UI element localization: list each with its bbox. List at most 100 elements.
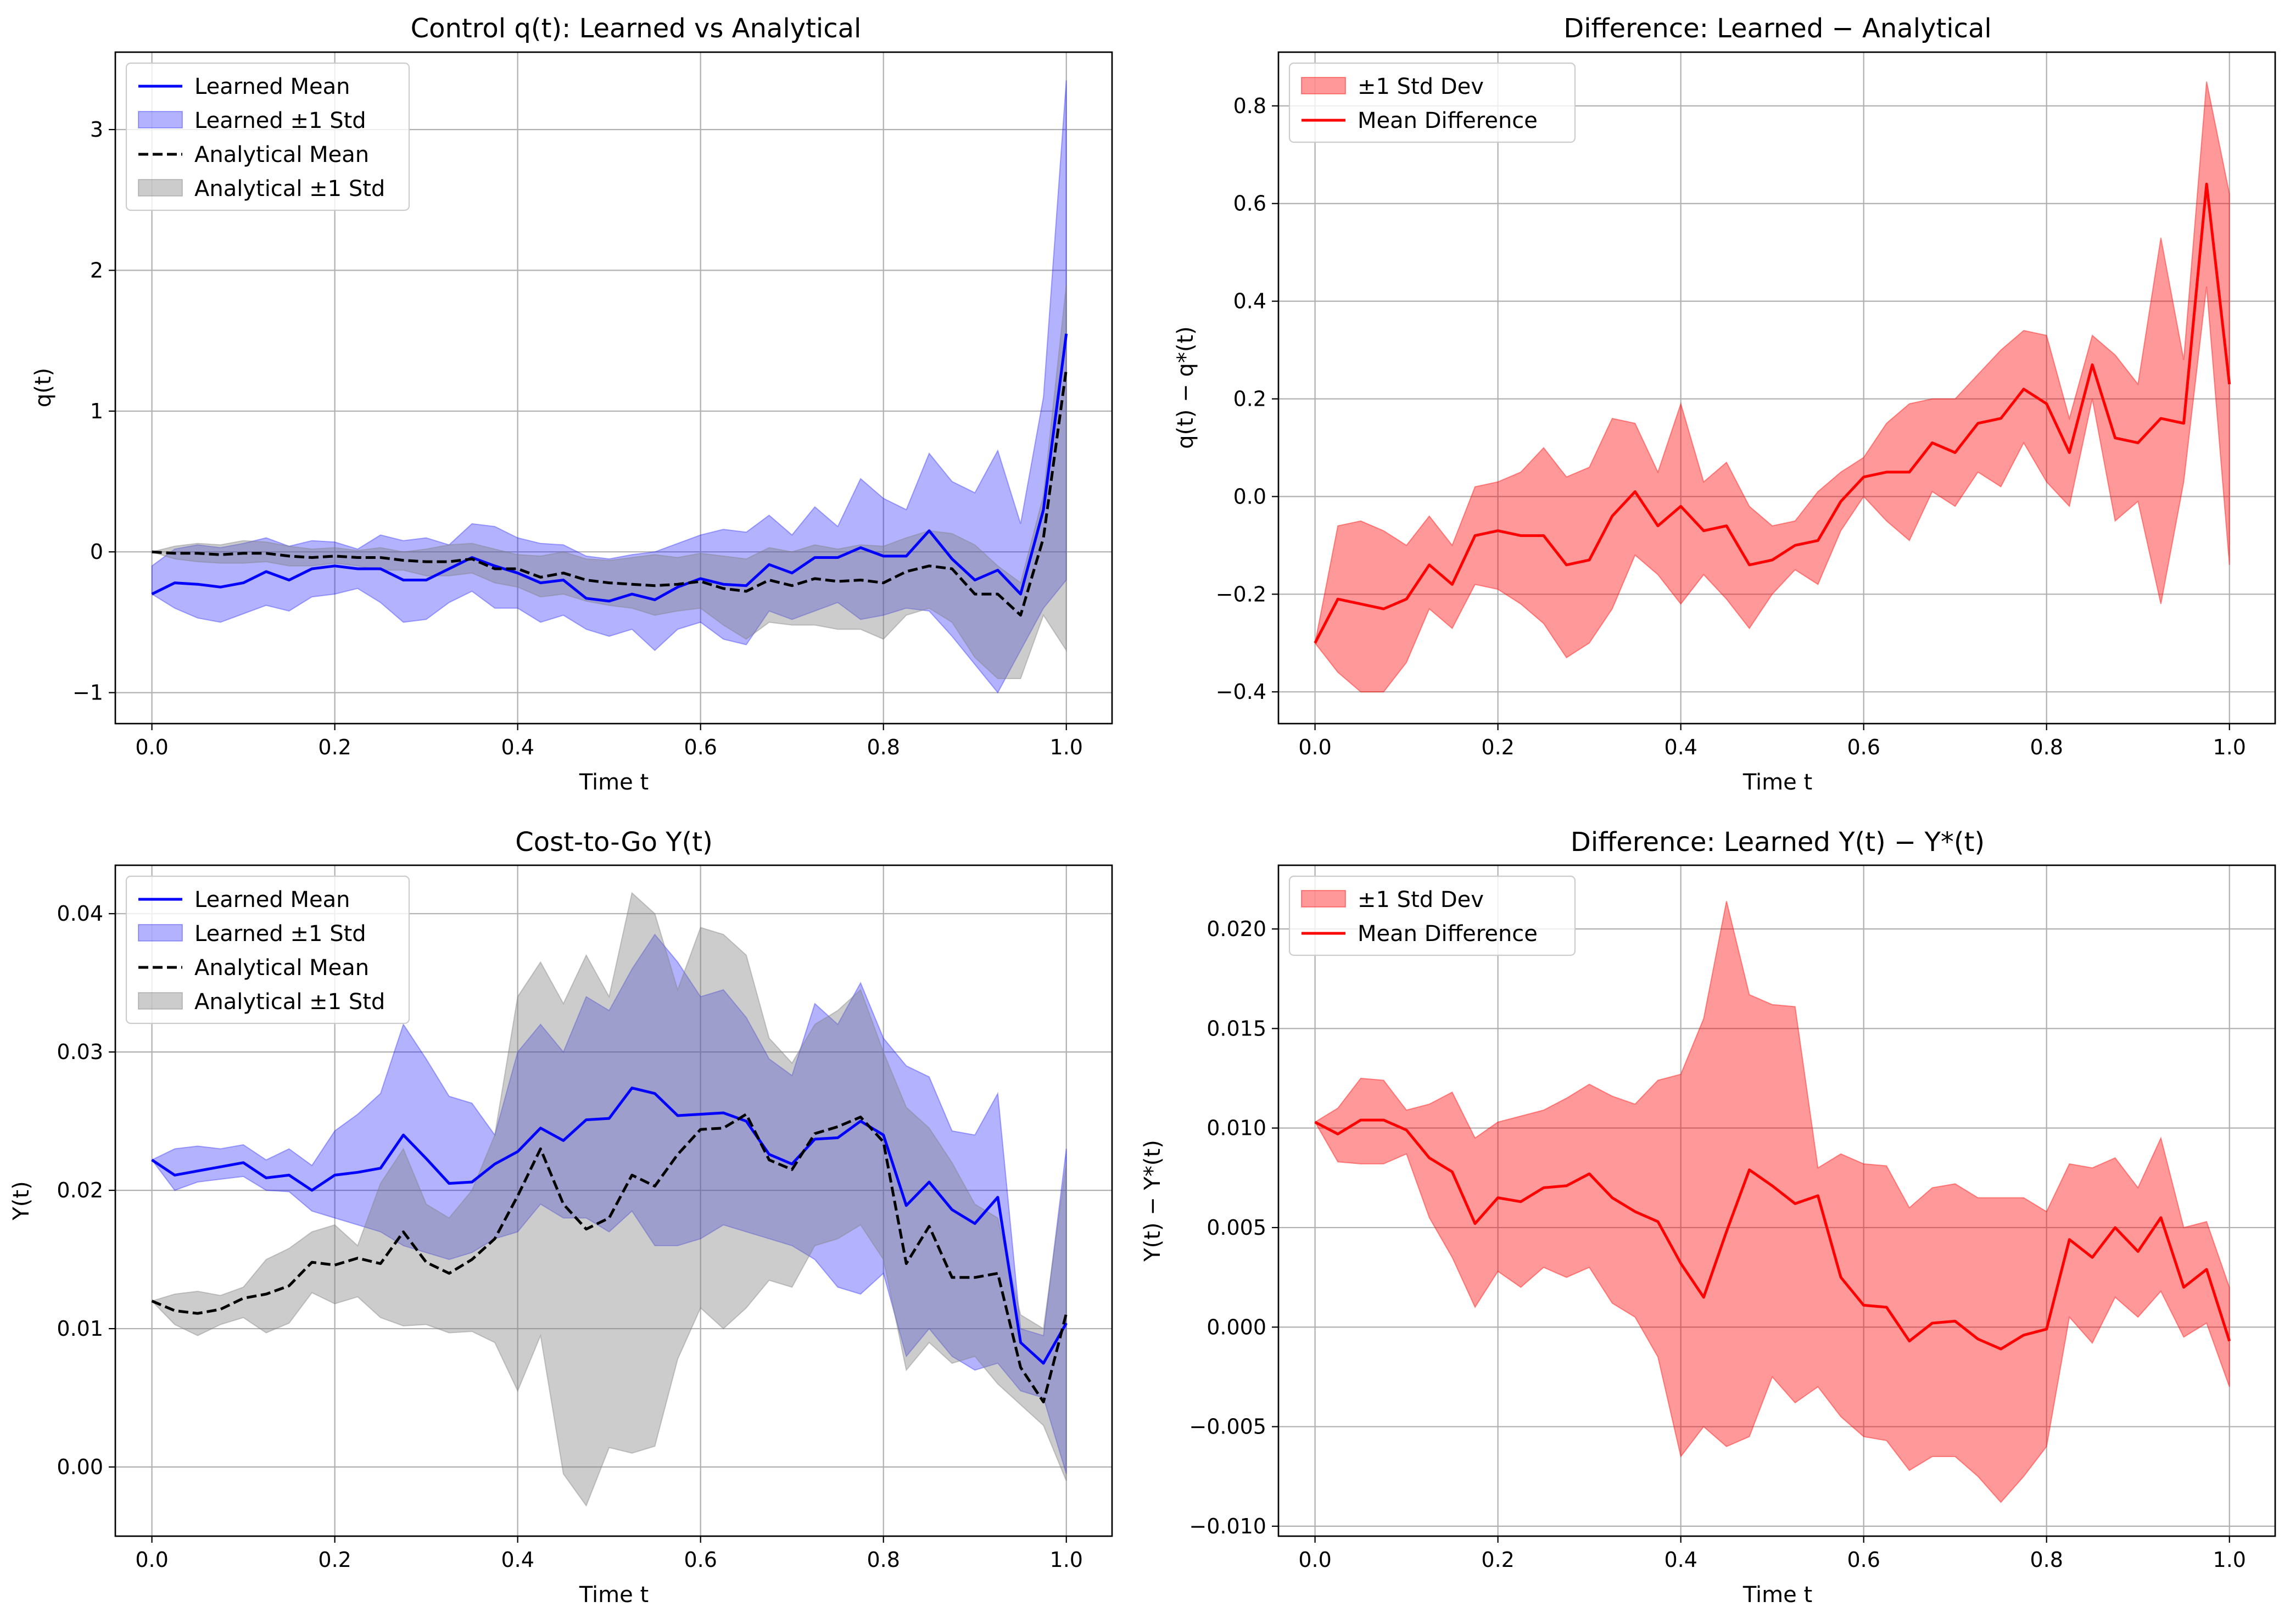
x-tick-label: 0.0 xyxy=(135,1548,168,1572)
legend-box xyxy=(125,62,410,211)
x-tick-label: 1.0 xyxy=(2213,735,2246,759)
panel-control-q: Control q(t): Learned vs Analytical 0.0 0… xyxy=(31,13,1113,795)
y-tick-label: 0.00 xyxy=(57,1455,103,1479)
x-axis-label: Time t xyxy=(1742,1582,1812,1608)
legend-label: Learned Mean xyxy=(194,74,350,99)
x-tick-label: 0.4 xyxy=(1664,1548,1697,1572)
x-tick-label: 0.8 xyxy=(867,1548,900,1572)
legend-label: Analytical ±1 Std xyxy=(194,989,385,1015)
legend-swatch xyxy=(138,992,183,1010)
legend: Learned Mean Learned ±1 Std Analytical Mea… xyxy=(125,62,410,211)
y-tick-label: 0.02 xyxy=(57,1178,103,1202)
x-tick-label: 0.4 xyxy=(501,735,534,759)
band-1 xyxy=(151,933,1067,1474)
y-tick-label: 0.8 xyxy=(1233,94,1266,118)
y-tick-label: −0.010 xyxy=(1189,1514,1266,1538)
band-3 xyxy=(149,284,1067,679)
legend-label: ±1 Std Dev xyxy=(1358,74,1484,99)
lines xyxy=(1314,1118,2231,1351)
y-tick-label: −0.005 xyxy=(1189,1415,1266,1439)
y-tick-label: 0 xyxy=(90,540,103,564)
panel-title: Cost-to-Go Y(t) xyxy=(515,827,713,858)
lines xyxy=(151,333,1068,617)
y-tick-label: 0.03 xyxy=(57,1040,103,1064)
x-tick-label: 1.0 xyxy=(1050,1548,1083,1572)
panel-title: Control q(t): Learned vs Analytical xyxy=(411,13,862,44)
x-tick-label: 0.2 xyxy=(318,1548,351,1572)
legend-label: Analytical ±1 Std xyxy=(194,176,385,201)
x-tick-label: 0.8 xyxy=(2030,735,2063,759)
legend-swatch xyxy=(1301,77,1346,94)
legend-swatch xyxy=(138,111,183,128)
y-tick-label: 0.0 xyxy=(1233,484,1266,508)
legend-label: Analytical Mean xyxy=(194,142,369,167)
x-axis-label: Time t xyxy=(579,770,649,795)
ticks: 0.0 0.2 0.4 0.6 0.8 1.0 0.00 0.01 0.02 0.03 0.04 xyxy=(57,901,1083,1572)
y-tick-label: 0.010 xyxy=(1207,1116,1266,1140)
ticks: 0.0 0.2 0.4 0.6 0.8 1.0 −1 0 1 2 3 xyxy=(72,117,1083,759)
x-tick-label: 0.6 xyxy=(1847,735,1880,759)
lines xyxy=(1314,182,2231,644)
x-tick-label: 0.0 xyxy=(135,735,168,759)
bands xyxy=(149,80,1067,694)
series-line-0 xyxy=(151,1087,1068,1365)
plot-frame xyxy=(114,51,1113,725)
legend-label: Mean Difference xyxy=(1358,108,1538,133)
band-1 xyxy=(151,80,1067,694)
series-line-0 xyxy=(151,333,1068,603)
y-tick-label: 2 xyxy=(90,258,103,282)
legend-label: Mean Difference xyxy=(1358,921,1538,947)
series-line-1 xyxy=(1314,1118,2231,1351)
panel-difference-q: Difference: Learned − Analytical 0.0 0.2 0… xyxy=(1173,13,2276,795)
x-tick-label: 0.6 xyxy=(1847,1548,1880,1572)
plot-frame xyxy=(1277,864,2276,1537)
y-tick-label: 0.020 xyxy=(1207,917,1266,941)
y-tick-label: 3 xyxy=(90,117,103,142)
x-tick-label: 1.0 xyxy=(1050,735,1083,759)
x-tick-label: 1.0 xyxy=(2213,1548,2246,1572)
ticks: 0.0 0.2 0.4 0.6 0.8 1.0 −0.010 −0.005 0.000 0.005… xyxy=(1189,917,2246,1572)
y-axis-label: q(t) xyxy=(31,368,56,407)
x-tick-label: 0.0 xyxy=(1298,1548,1331,1572)
y-tick-label: 0.015 xyxy=(1207,1016,1266,1040)
x-tick-label: 0.4 xyxy=(501,1548,534,1572)
legend-box xyxy=(125,875,410,1024)
x-tick-label: 0.2 xyxy=(1481,735,1514,759)
legend-swatch xyxy=(138,924,183,942)
series-line-1 xyxy=(1314,182,2231,644)
x-tick-label: 0.4 xyxy=(1664,735,1697,759)
y-tick-label: 1 xyxy=(90,399,103,423)
legend-swatch xyxy=(138,179,183,197)
legend-label: Learned Mean xyxy=(194,887,350,912)
y-tick-label: −1 xyxy=(72,681,103,705)
panel-difference-y: Difference: Learned Y(t) − Y*(t) 0.0 0.2 0… xyxy=(1140,827,2276,1608)
panel-cost-to-go: Cost-to-Go Y(t) 0.0 0.2 0.4 0.6 0.8 1.00.000.… xyxy=(9,827,1113,1608)
plot-frame xyxy=(114,864,1113,1537)
x-axis-label: Time t xyxy=(1742,770,1812,795)
panel-title: Difference: Learned Y(t) − Y*(t) xyxy=(1571,827,1985,858)
y-axis-label: Y(t) xyxy=(9,1181,34,1220)
y-tick-label: 0.6 xyxy=(1233,192,1266,216)
x-tick-label: 0.2 xyxy=(318,735,351,759)
y-axis-label: q(t) − q*(t) xyxy=(1173,326,1198,449)
legend-label: Analytical Mean xyxy=(194,955,369,981)
x-tick-label: 0.2 xyxy=(1481,1548,1514,1572)
x-tick-label: 0.0 xyxy=(1298,735,1331,759)
panel-title: Difference: Learned − Analytical xyxy=(1563,13,1991,44)
series-line-2 xyxy=(152,368,1068,617)
y-tick-label: 0.2 xyxy=(1233,387,1266,411)
band-3 xyxy=(150,892,1067,1507)
y-tick-label: 0.01 xyxy=(57,1317,103,1341)
lines xyxy=(151,1087,1068,1404)
legend-label: Learned ±1 Std xyxy=(194,108,366,133)
grid xyxy=(115,865,1112,1536)
legend: Learned Mean Learned ±1 Std Analytical Mea… xyxy=(125,875,410,1024)
legend-box xyxy=(1288,875,1576,956)
x-tick-label: 0.8 xyxy=(867,735,900,759)
y-tick-label: −0.2 xyxy=(1216,582,1266,606)
y-tick-label: 0.04 xyxy=(57,901,103,926)
legend-swatch xyxy=(1301,890,1346,908)
y-axis-label: Y(t) − Y*(t) xyxy=(1140,1140,1165,1262)
y-tick-label: 0.000 xyxy=(1207,1315,1266,1339)
